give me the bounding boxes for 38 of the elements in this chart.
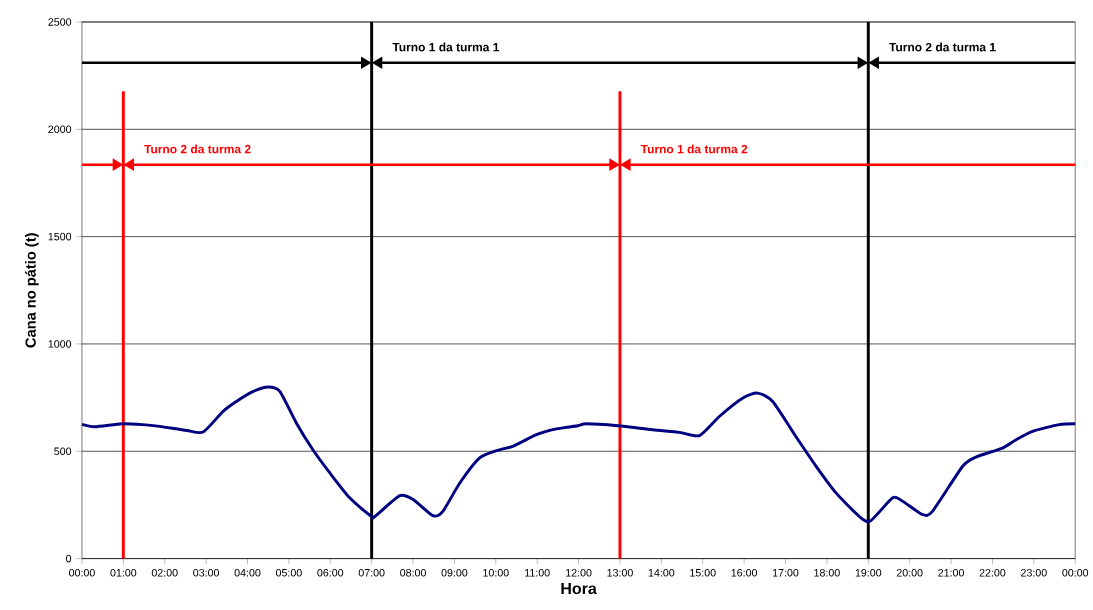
x-tick-label: 09:00 [441, 569, 468, 577]
x-tick-label: 14:00 [648, 569, 675, 577]
x-tick-label: 02:00 [151, 569, 178, 577]
x-tick-label: 03:00 [193, 569, 220, 577]
x-tick-label: 23:00 [1021, 569, 1047, 577]
x-tick-label: 10:00 [483, 569, 509, 577]
y-tick-label: 500 [54, 447, 72, 456]
x-tick-label: 13:00 [607, 569, 633, 577]
x-tick-label: 12:00 [566, 569, 592, 577]
x-tick-label: 11:00 [525, 569, 550, 577]
x-axis-title: Hora [561, 583, 597, 595]
x-tick-label: 20:00 [896, 569, 923, 577]
x-tick-label: 18:00 [814, 569, 840, 577]
annotation: Turno 2 da turma 2 [144, 144, 251, 154]
y-tick-label: 2500 [48, 18, 72, 26]
line-series [80, 385, 1077, 523]
y-tick-label: 0 [66, 555, 72, 563]
x-tick-label: 15:00 [690, 569, 716, 577]
x-tick-label: 01:00 [110, 569, 137, 577]
x-tick-label: 04:00 [234, 569, 261, 577]
x-tick-label: 21:00 [938, 569, 964, 577]
x-tick-label: 00:00 [69, 569, 95, 577]
annotation: Turno 2 da turma 1 [889, 42, 996, 52]
y-tick-label: 1500 [48, 233, 72, 241]
x-tick-label: 22:00 [979, 569, 1006, 577]
annotation: Turno 1 da turma 2 [640, 144, 748, 154]
y-tick-label: 1000 [48, 340, 72, 348]
x-tick-label: 16:00 [731, 569, 758, 577]
x-tick-label: 00:00 [1062, 569, 1089, 577]
y-axis-title: Cana no pátio (t) [24, 233, 39, 348]
x-tick-label: 19:00 [855, 569, 882, 577]
x-tick-label: 08:00 [400, 569, 426, 577]
x-tick-label: 06:00 [317, 569, 344, 577]
x-tick-label: 17:00 [773, 569, 799, 577]
x-tick-label: 05:00 [275, 569, 302, 577]
annotation: Turno 1 da turma 1 [392, 42, 500, 52]
x-tick-label: 07:00 [358, 569, 385, 577]
y-tick-label: 2000 [48, 125, 72, 134]
